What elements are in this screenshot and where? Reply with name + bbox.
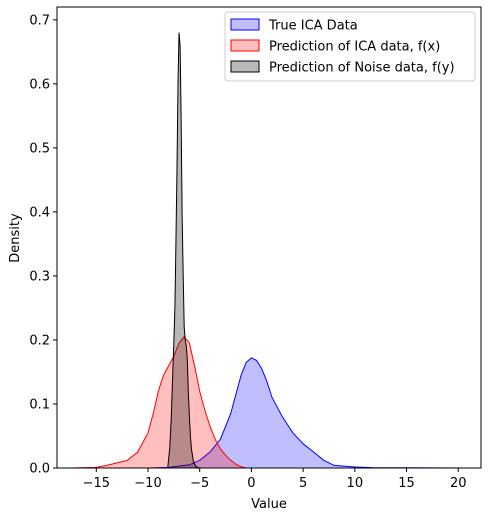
x-tick-label: 15 bbox=[398, 476, 415, 491]
x-axis-label: Value bbox=[251, 497, 287, 512]
legend-swatch-3 bbox=[230, 60, 260, 73]
x-axis-ticks: −15 −10 −5 0 5 10 15 20 bbox=[83, 468, 467, 491]
legend-box bbox=[224, 11, 476, 82]
x-tick-label: 5 bbox=[299, 476, 307, 491]
y-tick-label: 0.1 bbox=[29, 397, 50, 412]
legend: True ICA Data Prediction of ICA data, f(x… bbox=[224, 11, 476, 82]
density-areas bbox=[70, 32, 469, 469]
plot-frame bbox=[56, 6, 482, 469]
x-tick-label: −5 bbox=[190, 476, 209, 491]
series-fill-2 bbox=[70, 336, 247, 468]
y-axis-label: Density bbox=[8, 213, 23, 263]
y-tick-label: 0.2 bbox=[29, 333, 50, 348]
series-line-1 bbox=[147, 357, 469, 469]
x-tick-label: 0 bbox=[247, 476, 255, 491]
legend-label-1: True ICA Data bbox=[268, 19, 358, 34]
series-fill-3 bbox=[167, 32, 200, 468]
x-tick-label: −10 bbox=[134, 476, 161, 491]
y-tick-label: 0.4 bbox=[29, 205, 50, 220]
y-tick-label: 0.0 bbox=[29, 462, 50, 477]
legend-swatch-1 bbox=[230, 18, 260, 31]
legend-label-3: Prediction of Noise data, f(y) bbox=[269, 61, 455, 76]
y-axis-ticks: 0.0 0.1 0.2 0.3 0.4 0.5 0.6 0.7 bbox=[29, 13, 57, 477]
y-tick-label: 0.7 bbox=[29, 13, 50, 28]
series-fill-1 bbox=[148, 357, 469, 468]
series-line-2 bbox=[70, 335, 247, 469]
series-line-3 bbox=[167, 32, 200, 469]
x-tick-label: −15 bbox=[83, 476, 110, 491]
y-tick-label: 0.3 bbox=[29, 269, 50, 284]
y-tick-label: 0.6 bbox=[29, 77, 50, 92]
legend-label-2: Prediction of ICA data, f(x) bbox=[269, 40, 440, 55]
x-tick-label: 20 bbox=[450, 476, 467, 491]
legend-swatch-2 bbox=[230, 39, 260, 52]
y-tick-label: 0.5 bbox=[29, 141, 50, 156]
x-tick-label: 10 bbox=[347, 476, 364, 491]
